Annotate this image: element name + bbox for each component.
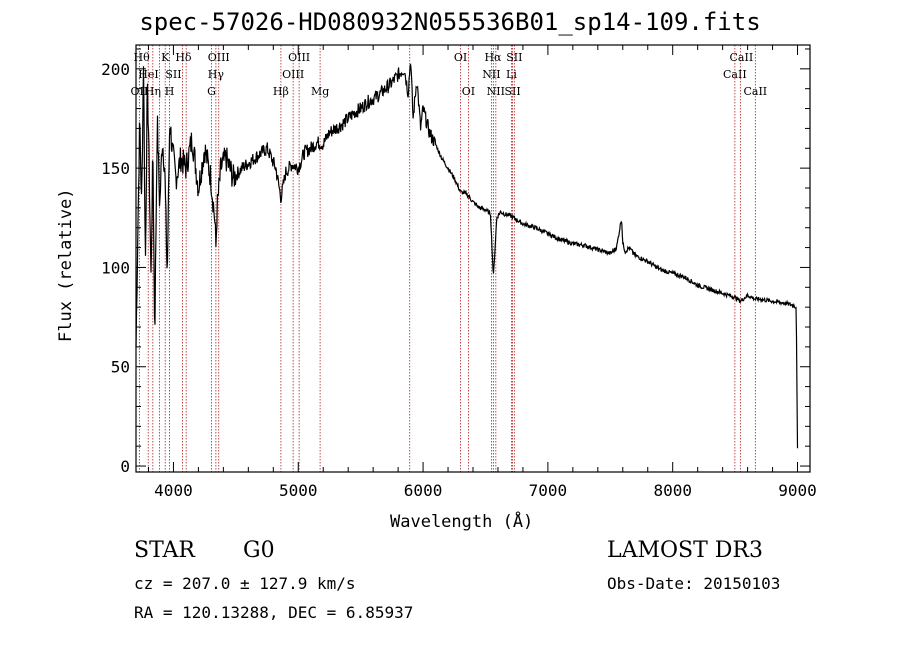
line-label-25: CaII — [743, 85, 767, 98]
line-markers — [138, 45, 756, 472]
line-label-5: OI — [454, 51, 467, 64]
line-label-15: CaII — [723, 68, 747, 81]
line-label-16: OII — [131, 85, 149, 98]
line-label-10: SII — [165, 68, 181, 81]
line-label-21: Mg — [311, 85, 329, 98]
redshift-cz: cz = 207.0 ± 127.9 km/s — [134, 574, 356, 593]
line-label-20: Hβ — [273, 85, 289, 98]
line-label-8: CaII — [730, 51, 754, 64]
line-label-7: SII — [506, 51, 522, 64]
y-tick-label: 100 — [101, 258, 130, 277]
y-tick-label: 0 — [120, 457, 130, 476]
line-label-4: OIII — [288, 51, 310, 64]
line-label-3: OIII — [208, 51, 230, 64]
x-tick-label: 8000 — [653, 481, 692, 500]
line-label-19: G — [207, 85, 216, 98]
x-tick-label: 6000 — [404, 481, 443, 500]
line-label-14: Li — [506, 68, 517, 81]
survey-name: LAMOST DR3 — [607, 538, 763, 563]
x-axis-label: Wavelength (Å) — [390, 512, 534, 532]
x-tick-label: 4000 — [154, 481, 193, 500]
line-label-17: Hη — [145, 85, 161, 98]
line-label-9: HeI — [138, 68, 158, 81]
y-axis-label: Flux (relative) — [56, 188, 76, 342]
line-label-11: Hγ — [208, 68, 225, 81]
line-label-2: Hδ — [175, 51, 192, 64]
x-tick-label: 5000 — [279, 481, 318, 500]
spectrum-line — [135, 63, 799, 449]
y-tick-label: 50 — [111, 358, 130, 377]
object-subclass: G0 — [243, 538, 275, 563]
coordinates: RA = 120.13288, DEC = 6.85937 — [134, 603, 414, 622]
line-label-6: Hα — [484, 51, 502, 64]
plot-frame — [135, 44, 811, 473]
x-tick-label: 9000 — [778, 481, 817, 500]
object-class: STAR — [134, 538, 195, 563]
line-label-18: H — [165, 85, 175, 98]
line-label-23: NII — [487, 85, 505, 98]
chart-title: spec-57026-HD080932N055536B01_sp14-109.f… — [139, 8, 761, 36]
line-label-1: K — [161, 51, 170, 64]
observation-date: Obs-Date: 20150103 — [607, 574, 781, 593]
axis-ticks: 4000 5000 6000 7000 8000 9000 0 50 100 150 200 — [101, 45, 817, 500]
line-label-22: OI — [462, 85, 475, 98]
line-label-24: SII — [504, 85, 520, 98]
line-label-0: Hθ — [134, 51, 151, 64]
line-label-12: OIII — [282, 68, 304, 81]
y-tick-label: 150 — [101, 159, 130, 178]
y-tick-label: 200 — [101, 60, 130, 79]
x-tick-label: 7000 — [529, 481, 568, 500]
line-label-13: NII — [482, 68, 500, 81]
